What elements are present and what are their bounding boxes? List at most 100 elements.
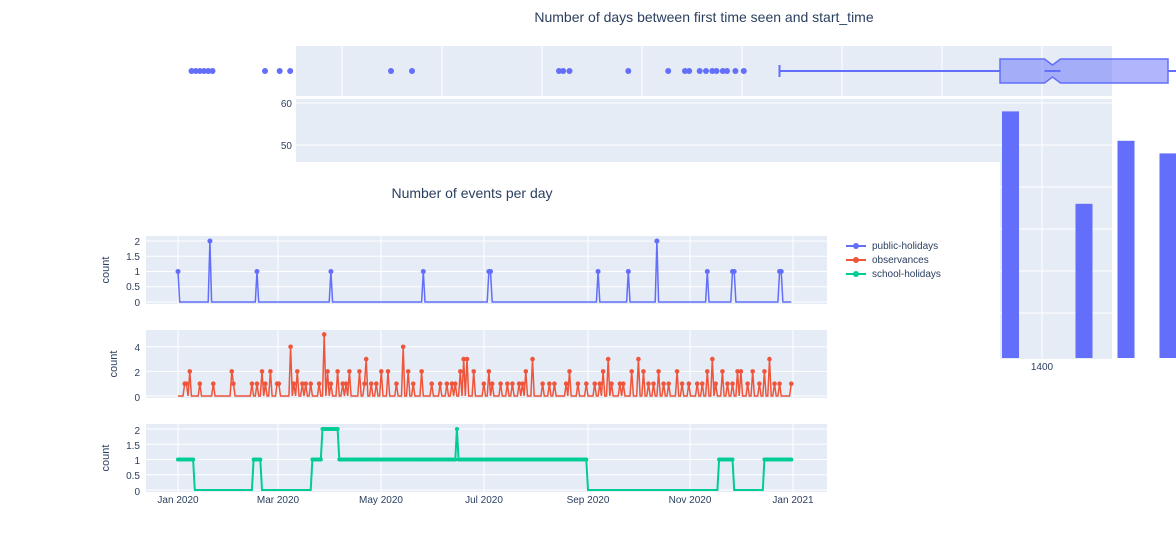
x-tick-jul-2020: Jul 2020 [465, 495, 503, 506]
box-outlier-9 [388, 68, 394, 74]
legend[interactable]: public-holidays observances school-holid… [846, 241, 941, 280]
hist-x-tick-1400: 1400 [1031, 362, 1054, 373]
observances-marker-11 [268, 369, 273, 374]
observances-marker-92 [735, 369, 740, 374]
observances-marker-51 [489, 381, 495, 386]
observances-marker-10 [263, 381, 268, 386]
public-holidays-marker-3 [328, 269, 334, 275]
observances-marker-74 [636, 356, 641, 362]
legend-marker-public-holidays [853, 243, 859, 249]
observances-marker-3 [197, 381, 203, 386]
public-holidays-marker-10 [704, 269, 710, 275]
p1-y-tick-2: 2 [134, 237, 140, 248]
public-holidays-marker-4 [420, 269, 426, 275]
p1-y-axis-label: count [100, 257, 112, 284]
observances-marker-72 [620, 381, 626, 386]
p2-y-axis-label: count [108, 351, 120, 378]
observances-marker-75 [641, 369, 646, 374]
observances-marker-40 [429, 381, 435, 386]
hist-y-tick-60: 60 [281, 99, 293, 110]
public-holidays-marker-9 [654, 238, 660, 244]
observances-marker-49 [481, 381, 487, 386]
box-plot [778, 58, 1176, 84]
observances-marker-52 [498, 381, 503, 386]
legend-item-observances[interactable]: observances [846, 255, 929, 266]
observances-marker-64 [575, 381, 581, 386]
box-outlier-7 [276, 68, 283, 74]
p1-y-tick-0: 0 [134, 298, 140, 309]
observances-marker-65 [584, 381, 589, 386]
box-outlier-24 [732, 68, 739, 74]
legend-label-observances: observances [872, 255, 929, 266]
observances-marker-1 [184, 381, 189, 386]
public-holidays-panel [146, 236, 827, 304]
box-outlier-23 [724, 68, 730, 74]
observances-marker-86 [705, 369, 710, 374]
public-holidays-marker-0 [175, 269, 181, 275]
observances-marker-71 [617, 381, 623, 386]
legend-item-public-holidays[interactable]: public-holidays [846, 241, 938, 252]
public-holidays-marker-2 [254, 269, 260, 275]
events-x-axis: Jan 2020 Mar 2020 May 2020 Jul 2020 Sep … [157, 495, 814, 506]
observances-marker-45 [457, 369, 463, 374]
legend-item-school-holidays[interactable]: school-holidays [846, 269, 941, 280]
legend-label-school-holidays: school-holidays [872, 269, 941, 280]
public-holidays-series [175, 238, 792, 303]
box-outlier-5 [209, 68, 216, 74]
box-outlier-20 [709, 68, 716, 74]
observances-marker-66 [592, 381, 598, 386]
observances-marker-4 [210, 381, 216, 386]
hist-y-tick-50: 50 [281, 141, 293, 152]
x-tick-nov-2020: Nov 2020 [669, 495, 712, 506]
p2-y-tick-2: 2 [134, 368, 140, 379]
school-holidays-marker-101 [454, 427, 459, 432]
x-tick-jan-2020: Jan 2020 [157, 495, 199, 506]
observances-marker-32 [373, 381, 379, 386]
observances-marker-57 [523, 369, 529, 374]
observances-marker-50 [486, 369, 492, 374]
observances-marker-55 [516, 381, 522, 386]
observances-marker-95 [750, 369, 755, 374]
observances-marker-44 [452, 381, 458, 386]
observances-marker-13 [276, 381, 282, 386]
school-holidays-marker-14 [258, 457, 263, 462]
box-outlier-4 [205, 68, 212, 74]
box-outlier-2 [196, 68, 203, 74]
observances-marker-81 [674, 369, 680, 374]
observances-marker-38 [410, 381, 416, 386]
legend-marker-observances [853, 257, 859, 263]
p1-y-tick-1.5: 1.5 [126, 252, 140, 263]
observances-marker-6 [231, 381, 236, 386]
box-outlier-13 [566, 68, 573, 74]
observances-marker-78 [656, 369, 661, 374]
observances-marker-47 [464, 356, 470, 362]
observances-marker-5 [229, 369, 235, 374]
observances-panel [146, 330, 827, 398]
observances-marker-24 [335, 369, 340, 374]
observances-marker-42 [444, 381, 450, 386]
p1-y-tick-1: 1 [134, 267, 140, 278]
observances-marker-93 [738, 369, 744, 374]
observances-marker-33 [379, 369, 384, 374]
observances-marker-31 [368, 381, 374, 386]
box-outliers [188, 68, 747, 74]
p2-y-tick-4: 4 [134, 343, 140, 354]
observances-marker-14 [288, 344, 293, 350]
observances-marker-46 [461, 356, 466, 362]
x-tick-mar-2020: Mar 2020 [257, 495, 300, 506]
observances-marker-25 [340, 381, 345, 386]
observances-marker-80 [666, 381, 671, 386]
observances-marker-30 [363, 356, 369, 362]
hist-bar-3 [1159, 153, 1176, 358]
hist-bar-1 [1075, 203, 1093, 358]
school-holidays-marker-30 [335, 427, 340, 432]
p3-y-tick-0: 0 [134, 487, 140, 498]
box-outlier-10 [409, 68, 415, 74]
school-holidays-marker-204 [789, 457, 794, 462]
observances-marker-79 [661, 381, 666, 386]
observances-marker-18 [303, 381, 309, 386]
observances-marker-28 [357, 369, 362, 374]
school-holidays-marker-100 [453, 457, 458, 462]
box-outlier-12 [560, 68, 567, 74]
observances-marker-21 [321, 332, 327, 337]
